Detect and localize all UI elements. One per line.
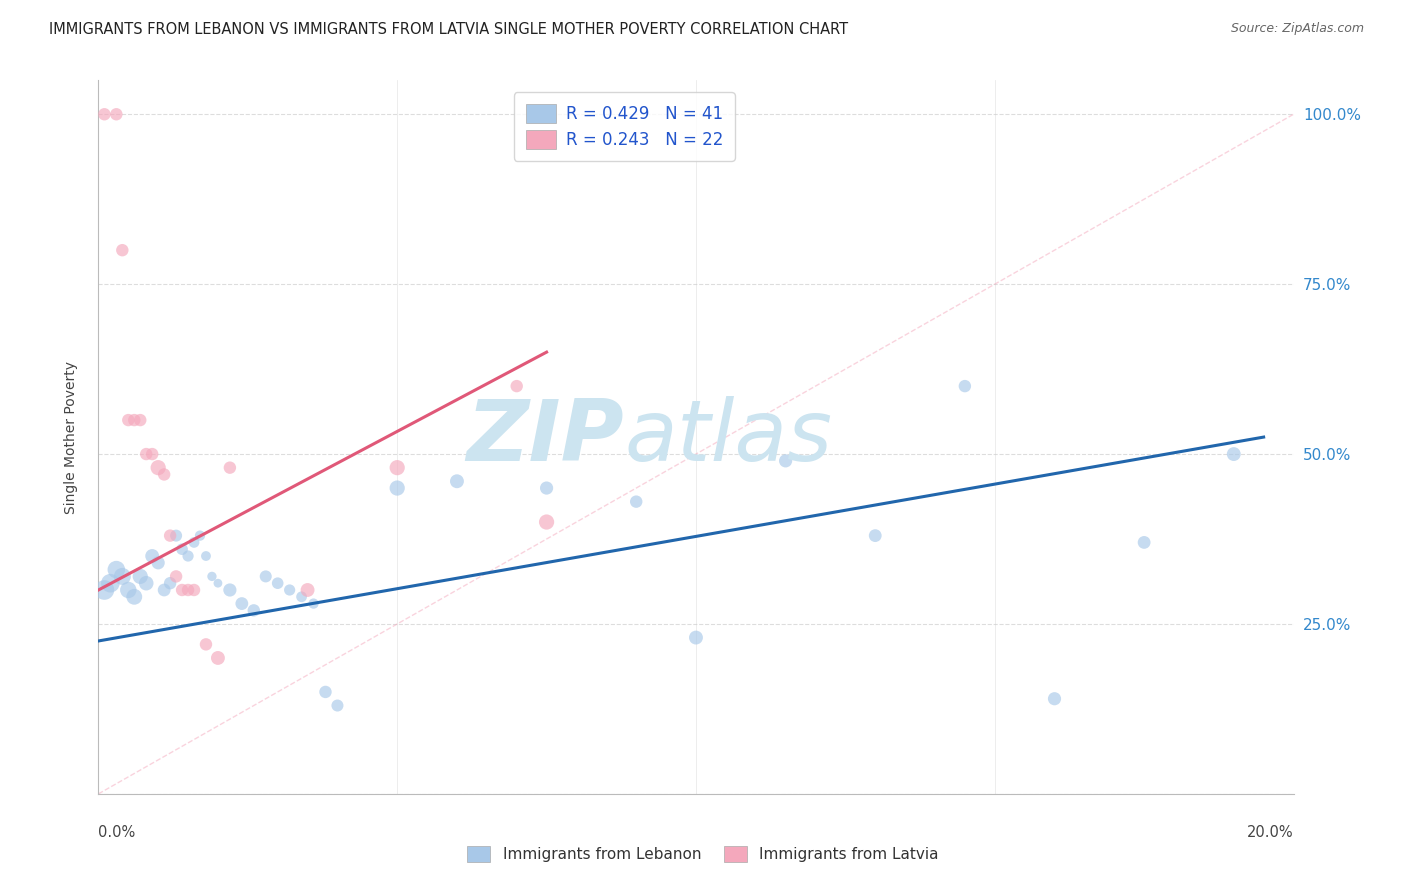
- Point: [141, 447, 163, 461]
- Point: [153, 467, 176, 482]
- Text: IMMIGRANTS FROM LEBANON VS IMMIGRANTS FROM LATVIA SINGLE MOTHER POVERTY CORRELAT: IMMIGRANTS FROM LEBANON VS IMMIGRANTS FR…: [49, 22, 848, 37]
- Point: [315, 685, 337, 699]
- Point: [195, 637, 218, 651]
- Point: [219, 460, 242, 475]
- Text: atlas: atlas: [624, 395, 832, 479]
- Legend: Immigrants from Lebanon, Immigrants from Latvia: Immigrants from Lebanon, Immigrants from…: [461, 840, 945, 868]
- Point: [207, 576, 229, 591]
- Point: [117, 582, 139, 597]
- Point: [124, 590, 146, 604]
- Point: [98, 576, 122, 591]
- Point: [188, 528, 211, 542]
- Point: [506, 379, 529, 393]
- Point: [159, 576, 181, 591]
- Point: [111, 569, 134, 583]
- Point: [536, 515, 558, 529]
- Point: [626, 494, 648, 508]
- Point: [1133, 535, 1156, 549]
- Point: [195, 549, 218, 563]
- Point: [177, 549, 200, 563]
- Point: [254, 569, 277, 583]
- Point: [172, 542, 194, 557]
- Point: [446, 475, 468, 489]
- Point: [302, 597, 325, 611]
- Point: [385, 460, 409, 475]
- Point: [124, 413, 146, 427]
- Text: Source: ZipAtlas.com: Source: ZipAtlas.com: [1230, 22, 1364, 36]
- Point: [297, 582, 319, 597]
- Point: [326, 698, 349, 713]
- Point: [165, 569, 187, 583]
- Point: [685, 631, 707, 645]
- Point: [129, 569, 152, 583]
- Point: [129, 413, 152, 427]
- Point: [385, 481, 409, 495]
- Point: [183, 535, 205, 549]
- Point: [219, 582, 242, 597]
- Legend: R = 0.429   N = 41, R = 0.243   N = 22: R = 0.429 N = 41, R = 0.243 N = 22: [515, 92, 734, 161]
- Point: [135, 576, 157, 591]
- Point: [1223, 447, 1246, 461]
- Point: [159, 528, 181, 542]
- Point: [207, 651, 229, 665]
- Point: [141, 549, 163, 563]
- Point: [278, 582, 301, 597]
- Point: [105, 107, 128, 121]
- Point: [865, 528, 887, 542]
- Y-axis label: Single Mother Poverty: Single Mother Poverty: [63, 360, 77, 514]
- Point: [183, 582, 205, 597]
- Point: [111, 243, 134, 257]
- Text: 0.0%: 0.0%: [98, 825, 135, 839]
- Point: [165, 528, 187, 542]
- Point: [201, 569, 224, 583]
- Point: [291, 590, 314, 604]
- Text: ZIP: ZIP: [467, 395, 624, 479]
- Point: [172, 582, 194, 597]
- Point: [117, 413, 139, 427]
- Point: [536, 481, 558, 495]
- Point: [243, 603, 266, 617]
- Point: [148, 556, 170, 570]
- Point: [953, 379, 976, 393]
- Point: [153, 582, 176, 597]
- Text: 20.0%: 20.0%: [1247, 825, 1294, 839]
- Point: [135, 447, 157, 461]
- Point: [148, 460, 170, 475]
- Point: [267, 576, 290, 591]
- Point: [775, 454, 797, 468]
- Point: [93, 107, 115, 121]
- Point: [105, 563, 128, 577]
- Point: [1043, 691, 1066, 706]
- Point: [93, 582, 115, 597]
- Point: [231, 597, 253, 611]
- Point: [177, 582, 200, 597]
